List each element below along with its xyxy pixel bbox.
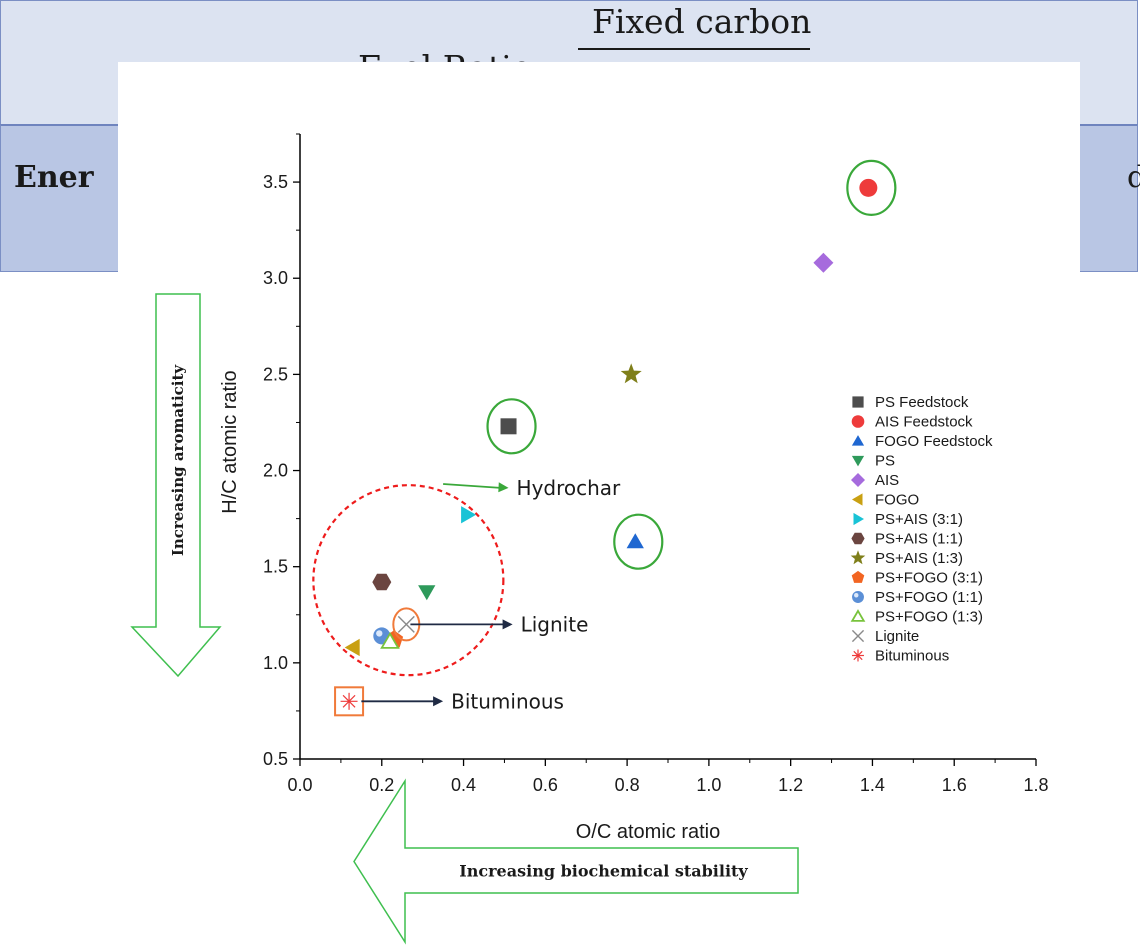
row2-right-text: d [1127, 160, 1140, 195]
fraction-bar [578, 48, 810, 50]
hydrochar-arrow-head [498, 482, 508, 492]
legend-ps-fogo-1-1-marker-highlight [854, 593, 858, 597]
legend-label-ps-fogo-3-1: PS+FOGO (3:1) [875, 570, 983, 587]
point-ps-marker [418, 585, 435, 600]
legend-label-ps-ais-3-1: PS+AIS (3:1) [875, 511, 963, 528]
point-ais-feedstock-marker [859, 179, 877, 197]
x-tick-label: 0.4 [451, 775, 476, 795]
van-krevelen-figure: 0.0 0.2 0.4 0.6 0.8 1.0 1.2 1.4 1.6 1.8 0.5 1.0 1.5… [118, 62, 1080, 945]
legend-ps-fogo-1-1-marker [852, 591, 864, 603]
x-tick-label: 1.2 [778, 775, 803, 795]
point-fogo-marker [345, 639, 360, 656]
legend-ais-marker [851, 473, 865, 487]
legend-ps-fogo-1-3-marker [852, 611, 864, 621]
legend-ps-ais-1-3-marker [851, 550, 866, 564]
legend-label-ais: AIS [875, 472, 899, 489]
annotation-layer-back [313, 485, 503, 675]
point-ps-feedstock-marker [501, 418, 517, 434]
y-tick-label: 2.5 [263, 364, 288, 384]
legend-label-ps-ais-1-1: PS+AIS (1:1) [875, 531, 963, 548]
y-tick-label: 1.5 [263, 557, 288, 577]
legend-label-ais-feedstock: AIS Feedstock [875, 414, 973, 431]
legend-ps-marker [852, 456, 864, 467]
legend-label-ps-feedstock: PS Feedstock [875, 394, 969, 411]
y-tick-label: 3.5 [263, 172, 288, 192]
arrow-horizontal-label: Increasing biochemical stability [459, 862, 748, 881]
y-tick-label: 3.0 [263, 268, 288, 288]
arrow-vertical-label: Increasing aromaticity [169, 364, 187, 557]
legend-label-fogo: FOGO [875, 492, 919, 509]
legend-label-lignite: Lignite [875, 628, 919, 645]
data-points [341, 179, 878, 710]
point-ais-marker [813, 253, 833, 273]
legend-ps-feedstock-marker [852, 396, 863, 407]
x-tick-label: 0.6 [533, 775, 558, 795]
x-tick-label: 0.0 [287, 775, 312, 795]
legend-label-bituminous: Bituminous [875, 648, 949, 665]
y-ticks: 0.5 1.0 1.5 2.0 2.5 3.0 3.5 [263, 134, 300, 769]
point-ps-ais-3-1-marker [461, 506, 476, 523]
legend-fogo-marker [852, 493, 863, 505]
lignite-arrow-head [503, 619, 513, 629]
x-tick-label: 1.6 [942, 775, 967, 795]
formula-numerator: Fixed carbon [592, 2, 811, 41]
legend-ps-ais-1-1-marker [851, 533, 864, 545]
y-tick-label: 0.5 [263, 749, 288, 769]
point-ps-ais-1-1-marker [372, 574, 391, 591]
legend-ps-ais-3-1-marker [854, 513, 865, 525]
annotation-layer: Hydrochar Lignite Bituminous [335, 161, 895, 715]
legend-label-ps: PS [875, 453, 895, 470]
x-tick-label: 1.4 [860, 775, 885, 795]
bituminous-arrow-head [433, 696, 443, 706]
legend-fogo-feedstock-marker [852, 435, 864, 446]
legend-label-ps-ais-1-3: PS+AIS (1:3) [875, 550, 963, 567]
x-axis-label: O/C atomic ratio [576, 821, 720, 843]
scatter-chart: 0.0 0.2 0.4 0.6 0.8 1.0 1.2 1.4 1.6 1.8 0.5 1.0 1.5… [118, 62, 1080, 945]
point-ps-ais-1-3-marker [621, 363, 642, 383]
hydrochar-label: Hydrochar [517, 476, 622, 500]
y-axis-label: H/C atomic ratio [219, 370, 241, 513]
hydrochar-arrow-line [443, 484, 500, 488]
x-tick-label: 0.8 [615, 775, 640, 795]
row2-left-text: Ener [14, 160, 94, 195]
legend-label-ps-fogo-1-3: PS+FOGO (1:3) [875, 609, 983, 626]
legend: PS Feedstock AIS Feedstock FOGO Feedstock P… [851, 394, 993, 665]
x-tick-label: 1.0 [696, 775, 721, 795]
x-tick-label: 0.2 [369, 775, 394, 795]
point-fogo-feedstock-marker [627, 533, 644, 548]
y-tick-label: 1.0 [263, 653, 288, 673]
y-tick-label: 2.0 [263, 461, 288, 481]
hydrochar-region-dashed-circle [313, 485, 503, 675]
legend-label-ps-fogo-1-1: PS+FOGO (1:1) [875, 589, 983, 606]
legend-ais-feedstock-marker [852, 415, 865, 428]
point-ps-fogo-1-1-marker-highlight [376, 630, 382, 636]
legend-label-fogo-feedstock: FOGO Feedstock [875, 433, 993, 450]
bituminous-label: Bituminous [451, 689, 564, 713]
legend-ps-fogo-3-1-marker [852, 571, 865, 583]
x-tick-label: 1.8 [1023, 775, 1048, 795]
lignite-label: Lignite [521, 612, 589, 636]
